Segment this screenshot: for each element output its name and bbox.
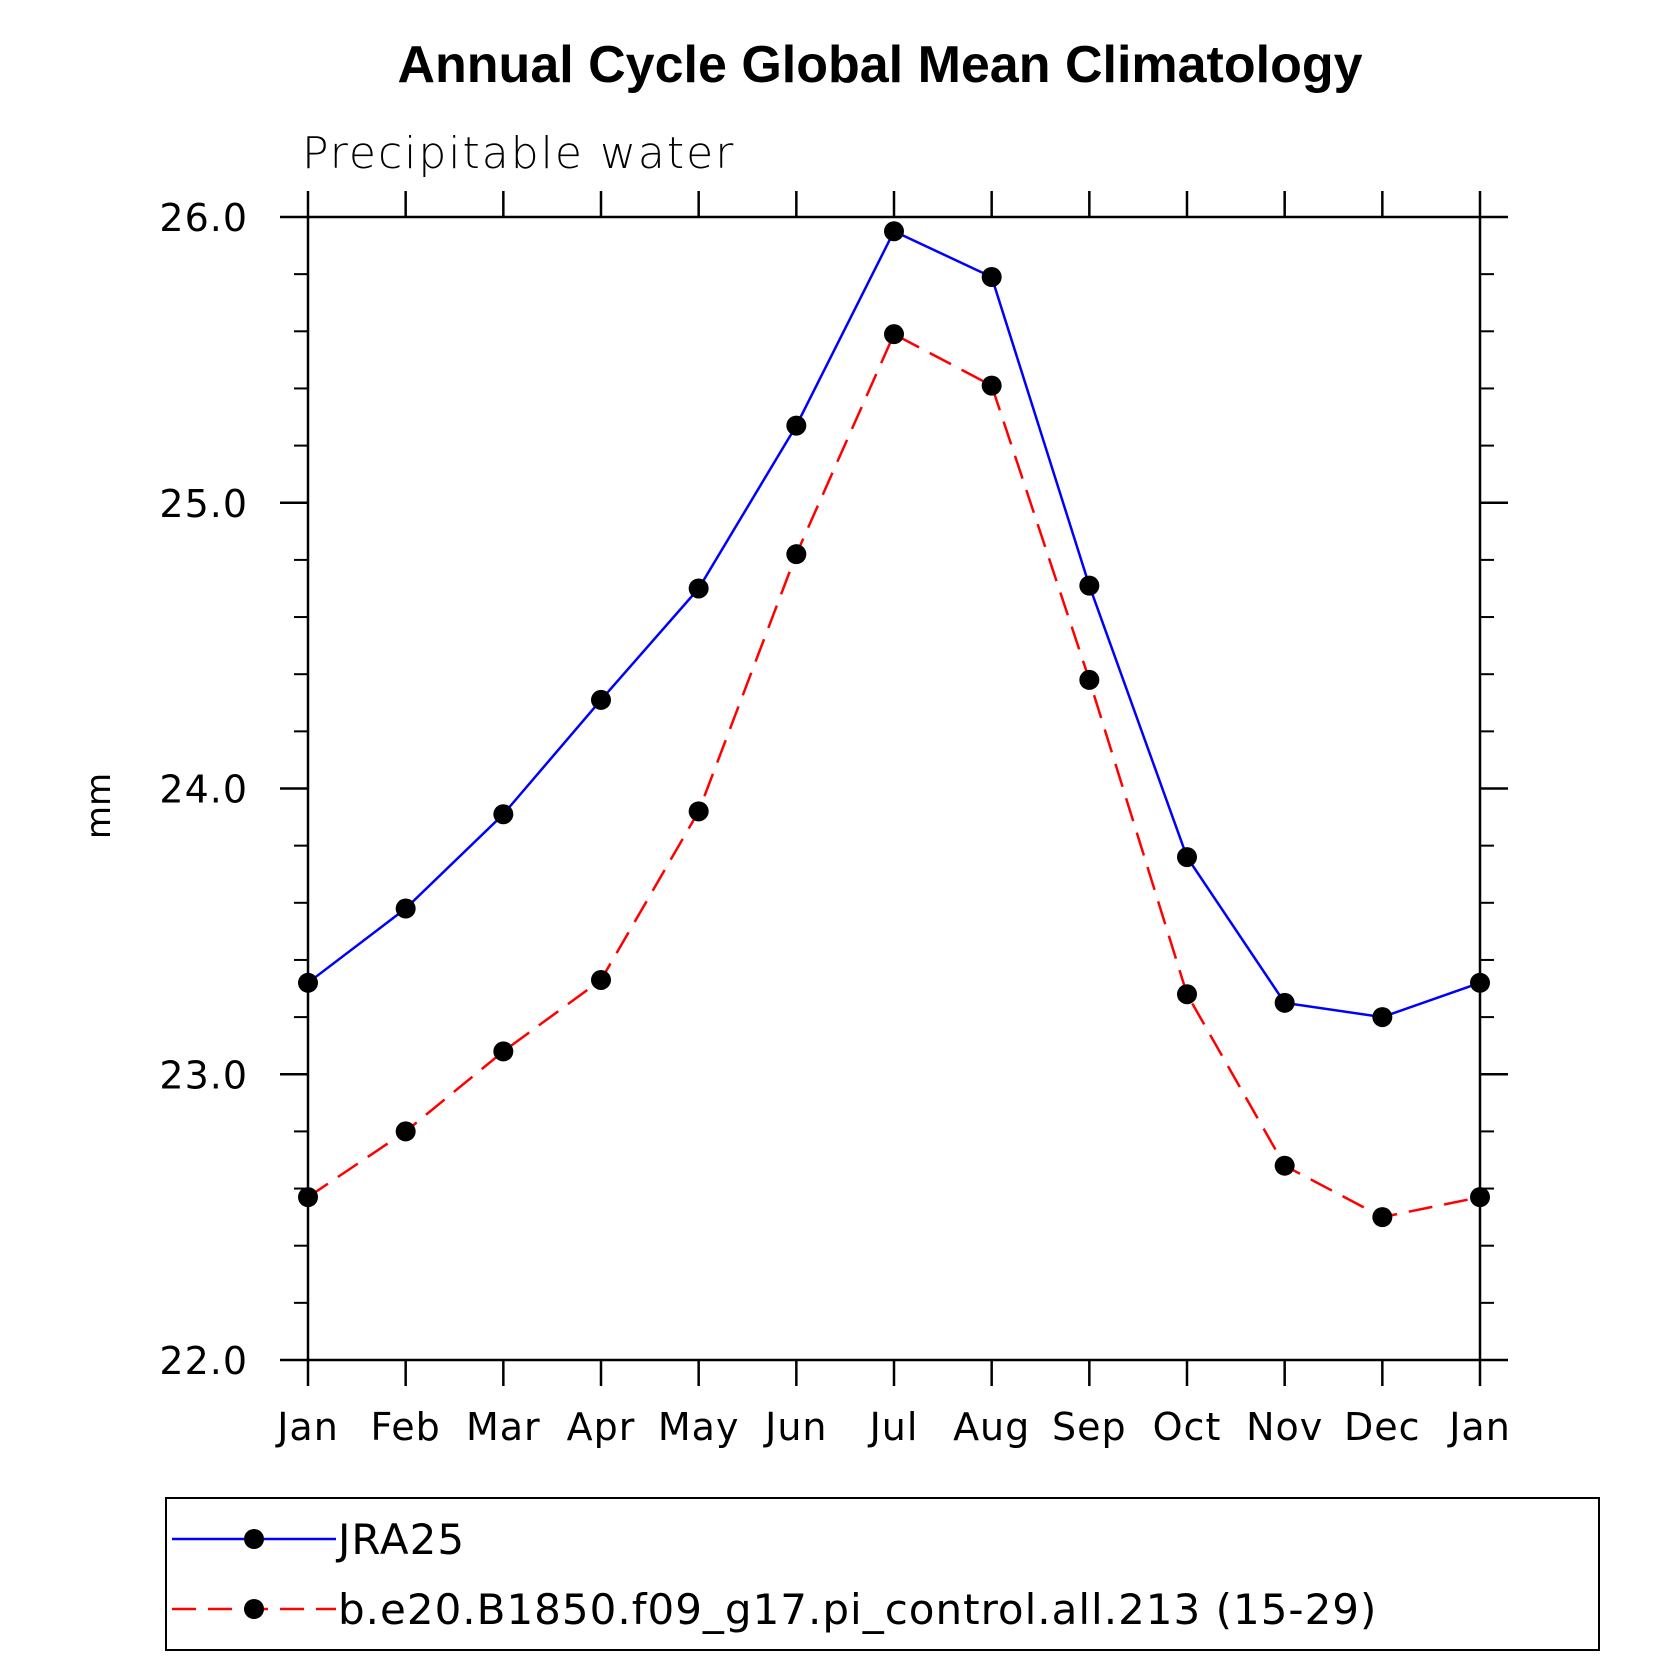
data-point (1177, 984, 1197, 1005)
data-point (395, 898, 416, 919)
series-layer (298, 221, 1490, 1228)
data-point (1177, 847, 1197, 868)
x-tick-label: Feb (371, 1405, 441, 1449)
data-point (1470, 972, 1490, 993)
x-tick-label: Jan (1447, 1405, 1511, 1449)
data-point (493, 804, 514, 825)
data-point (395, 1121, 416, 1142)
y-tick-label: 26.0 (159, 196, 248, 240)
x-tick-label: May (658, 1405, 740, 1449)
legend-box (165, 1497, 1600, 1651)
series-line-1 (307, 229, 1481, 1019)
y-tick-label: 24.0 (159, 768, 248, 812)
plot-frame (306, 215, 1482, 1362)
chart-title: Annual Cycle Global Mean Climatology (397, 36, 1362, 94)
legend: JRA25 b.e20.B1850.f09_g17.pi_control.all.… (165, 1497, 1600, 1651)
y-tick-label: 23.0 (159, 1053, 248, 1097)
data-point (688, 578, 709, 599)
data-point (298, 1187, 318, 1208)
axes: Jan Feb Mar Apr May Jun Jul Aug Sep Oct Nov Dec Jan 2… (159, 191, 1510, 1449)
data-point (298, 972, 318, 993)
data-point (1274, 992, 1295, 1013)
data-point (1372, 1007, 1393, 1028)
x-tick-label: Sep (1052, 1405, 1127, 1449)
data-point (1470, 1187, 1490, 1208)
data-point (1372, 1207, 1393, 1228)
x-tick-label: Aug (953, 1405, 1030, 1449)
x-tick-label: Jan (275, 1405, 339, 1449)
data-point (981, 267, 1002, 288)
data-point (1079, 575, 1100, 596)
y-axis-label: mm (79, 773, 119, 839)
x-tick-label: Oct (1153, 1405, 1222, 1449)
data-point (1274, 1155, 1295, 1176)
x-tick-label: Mar (466, 1405, 541, 1449)
x-tick-label: Dec (1344, 1405, 1421, 1449)
legend-marker-1 (244, 1529, 264, 1549)
data-point (884, 324, 904, 345)
data-point (1079, 669, 1100, 690)
legend-label-1: JRA25 (335, 1515, 465, 1564)
data-point (591, 689, 611, 710)
chart-subtitle: Precipitable water (302, 128, 735, 179)
x-tick-label: Jul (868, 1405, 919, 1449)
y-tick-label: 25.0 (159, 482, 248, 526)
data-point (591, 969, 611, 990)
x-tick-label: Nov (1246, 1405, 1323, 1449)
x-tick-label: Apr (567, 1405, 636, 1449)
legend-marker-2 (244, 1599, 264, 1619)
data-point (786, 415, 807, 436)
data-point (981, 375, 1002, 396)
data-point (493, 1041, 514, 1062)
x-tick-label: Jun (763, 1405, 827, 1449)
data-point (786, 544, 807, 565)
data-point (884, 221, 904, 242)
legend-label-2: b.e20.B1850.f09_g17.pi_control.all.213 (… (338, 1585, 1377, 1634)
data-point (688, 801, 709, 822)
y-tick-label: 22.0 (159, 1339, 248, 1383)
series-line-2 (307, 332, 1481, 1219)
